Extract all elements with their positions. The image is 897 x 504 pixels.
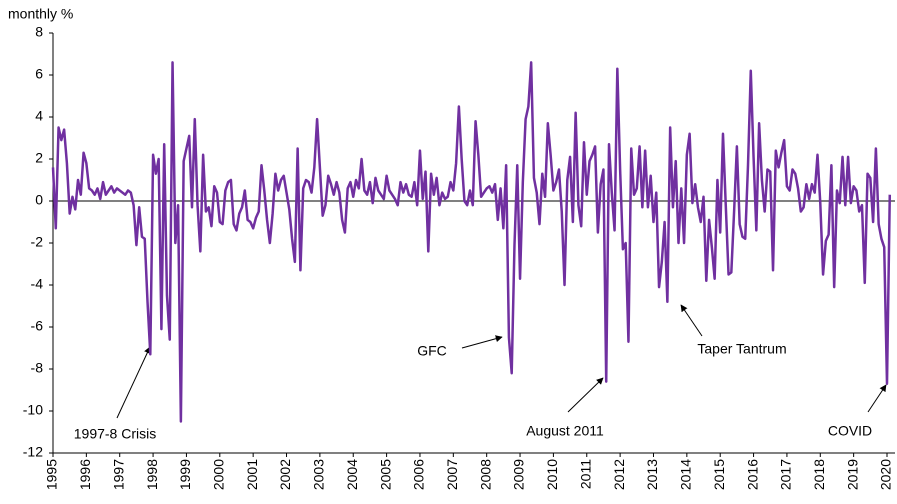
y-tick-label: -10 xyxy=(23,402,43,418)
y-tick-label: -8 xyxy=(31,360,44,376)
annotation-arrow xyxy=(867,384,887,413)
annotation-arrow xyxy=(116,346,151,419)
x-tick-label: 2014 xyxy=(678,459,694,490)
x-tick-label: 2015 xyxy=(711,459,727,490)
y-axis-label: monthly % xyxy=(8,6,73,22)
annotation-arrow xyxy=(461,335,503,349)
x-tick-label: 1996 xyxy=(77,459,93,490)
x-tick-label: 2013 xyxy=(644,459,660,490)
x-tick-label: 2001 xyxy=(244,459,260,490)
x-tick-label: 2011 xyxy=(577,459,593,489)
x-tick-label: 1999 xyxy=(177,459,193,490)
x-tick-label: 1995 xyxy=(44,459,60,490)
x-tick-label: 2002 xyxy=(277,459,293,490)
annotation: COVID xyxy=(828,423,872,439)
x-tick-label: 2020 xyxy=(878,459,894,490)
x-tick-label: 2016 xyxy=(744,459,760,490)
x-tick-label: 2012 xyxy=(611,459,627,490)
annotation-arrow xyxy=(680,304,703,337)
annotation: 1997-8 Crisis xyxy=(74,426,156,442)
x-tick-label: 2019 xyxy=(844,459,860,490)
y-tick-label: 2 xyxy=(35,150,43,166)
x-tick-label: 2003 xyxy=(311,459,327,490)
y-tick-label: 6 xyxy=(35,66,43,82)
x-tick-label: 2007 xyxy=(444,459,460,490)
x-tick-label: 2009 xyxy=(511,459,527,490)
x-tick-label: 1998 xyxy=(144,459,160,490)
annotation: August 2011 xyxy=(526,423,604,439)
x-tick-label: 2010 xyxy=(544,459,560,490)
annotation-arrow xyxy=(567,377,604,413)
y-tick-label: -6 xyxy=(31,318,44,334)
x-tick-label: 2004 xyxy=(344,459,360,490)
y-tick-label: 4 xyxy=(35,108,43,124)
x-tick-label: 2005 xyxy=(377,459,393,490)
annotation: GFC xyxy=(417,343,447,359)
x-tick-label: 2018 xyxy=(811,459,827,490)
annotation: Taper Tantrum xyxy=(697,341,786,357)
y-tick-label: -2 xyxy=(31,234,44,250)
y-tick-label: -12 xyxy=(23,444,43,460)
y-tick-label: 0 xyxy=(35,192,43,208)
data-line xyxy=(51,61,892,423)
x-tick-label: 1997 xyxy=(110,459,126,490)
x-tick-label: 2006 xyxy=(411,459,427,490)
x-tick-label: 2000 xyxy=(211,459,227,490)
x-tick-label: 2017 xyxy=(778,459,794,490)
y-tick-label: 8 xyxy=(35,24,43,40)
y-tick-label: -4 xyxy=(31,276,44,292)
x-tick-label: 2008 xyxy=(477,459,493,490)
